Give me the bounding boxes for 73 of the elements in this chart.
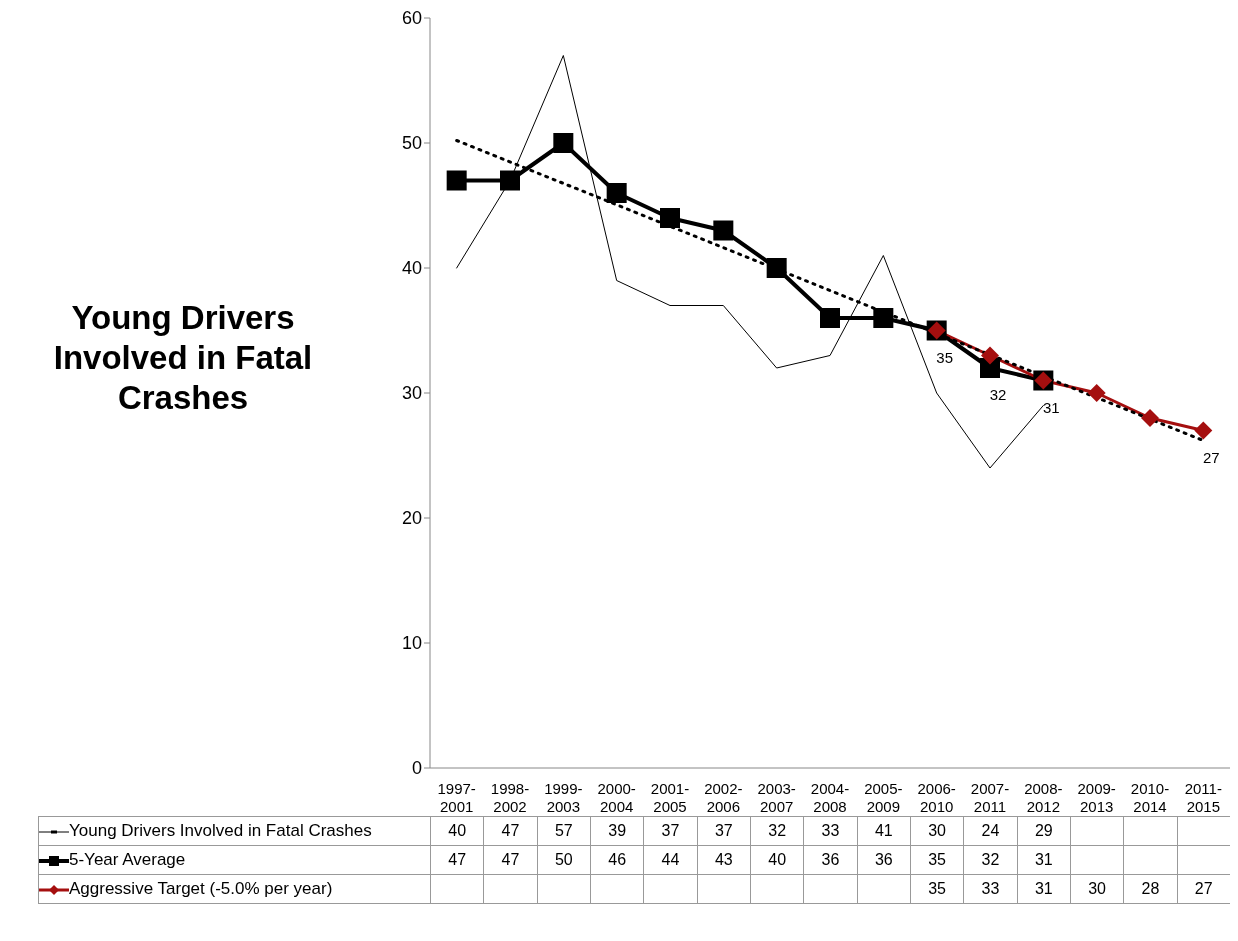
x-tick-label: 2006-2010 <box>917 779 956 815</box>
data-label: 35 <box>909 846 964 874</box>
data-label: 39 <box>589 817 644 845</box>
point <box>446 170 467 191</box>
data-label: 40 <box>749 846 804 874</box>
data-label: 50 <box>536 846 590 874</box>
x-tick-label: 2001-2005 <box>650 779 690 815</box>
data-label: 27 <box>1176 875 1230 903</box>
annotation: 31 <box>1042 398 1060 416</box>
point <box>713 220 734 241</box>
data-label: 37 <box>643 817 697 845</box>
x-tick-label: 1997-2001 <box>437 779 476 815</box>
data-label: 57 <box>536 817 590 845</box>
data-label: 44 <box>643 846 697 874</box>
data-label: 47 <box>483 817 537 845</box>
data-label: 30 <box>1069 875 1124 903</box>
legend-label: 5-Year Average <box>69 850 186 869</box>
x-tick-label: 2004-2008 <box>810 779 850 815</box>
data-label: 32 <box>963 846 1017 874</box>
point <box>660 208 680 228</box>
point <box>500 170 520 191</box>
annotation: 27 <box>1202 448 1220 466</box>
y-tick-label: 60 <box>401 8 422 29</box>
x-tick-label: 2000-2004 <box>597 779 636 815</box>
point <box>820 308 840 328</box>
x-tick-label: 2009-2013 <box>1077 779 1116 815</box>
data-label: 37 <box>696 817 750 845</box>
x-tick-label: 2005-2009 <box>864 779 903 815</box>
x-tick-label: 2011-2015 <box>1184 779 1222 815</box>
x-tick-label: 1999-2003 <box>544 779 583 815</box>
data-label: 31 <box>1016 875 1070 903</box>
data-label: 35 <box>909 875 964 903</box>
y-tick-label: 40 <box>401 258 422 279</box>
x-tick-label: 2003-2007 <box>757 779 796 815</box>
annotation: 32 <box>989 386 1007 403</box>
annotation: 35 <box>936 348 954 366</box>
y-tick-label: 0 <box>411 758 422 779</box>
x-tick-label: 2002-2006 <box>704 779 743 815</box>
data-label: 30 <box>909 817 964 845</box>
data-label: 24 <box>963 817 1017 845</box>
data-label: 43 <box>696 846 750 874</box>
data-label: 33 <box>803 817 857 845</box>
data-label: 33 <box>963 875 1017 903</box>
x-tick-label: 2010-2014 <box>1130 779 1170 815</box>
text: Young Drivers Involved in Fatal Crashes <box>52 298 314 418</box>
y-tick-label: 20 <box>401 508 422 529</box>
point <box>1087 384 1106 402</box>
x-tick-label: 2007-2011 <box>970 779 1010 815</box>
point <box>766 258 787 278</box>
x-tick-label: 1998-2002 <box>490 779 530 815</box>
data-label: 32 <box>749 817 804 845</box>
point <box>981 346 999 365</box>
data-label: 36 <box>856 846 910 874</box>
x-tick-label: 2008-2012 <box>1024 779 1063 815</box>
point <box>873 308 894 328</box>
point <box>553 133 574 153</box>
data-label: 29 <box>1016 817 1070 845</box>
y-tick-label: 50 <box>401 133 422 154</box>
data-label: 31 <box>1016 846 1070 874</box>
data-label: 28 <box>1123 875 1177 903</box>
data-label: 46 <box>589 846 644 874</box>
point <box>606 183 627 203</box>
data-label: 40 <box>430 817 484 845</box>
legend-label: Young Drivers Involved in Fatal Crashes <box>69 821 372 840</box>
point <box>1194 421 1213 440</box>
data-label: 47 <box>430 846 484 874</box>
data-label: 47 <box>483 846 537 874</box>
y-tick-label: 10 <box>401 633 422 654</box>
point <box>1141 409 1159 427</box>
data-label: 36 <box>803 846 857 874</box>
legend-label: Aggressive Target (-5.0% per year) <box>69 879 333 898</box>
y-tick-label: 30 <box>401 383 422 404</box>
data-label: 41 <box>856 817 910 845</box>
